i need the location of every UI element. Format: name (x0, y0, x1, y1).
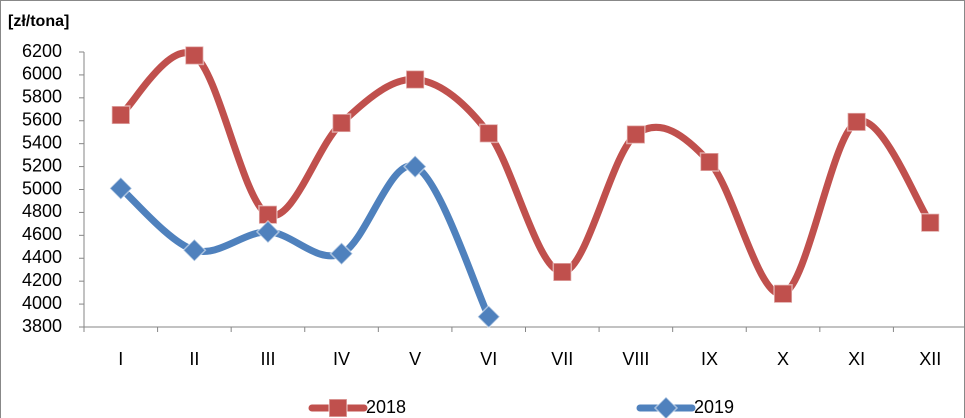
y-tick-label: 4400 (22, 247, 62, 267)
x-tick-label: XII (919, 349, 941, 369)
data-point (552, 262, 573, 282)
data-point (184, 45, 205, 66)
data-point (405, 69, 425, 90)
legend-label: 2019 (694, 397, 734, 417)
data-point (478, 123, 499, 144)
x-tick-label: XI (848, 349, 865, 369)
data-point (773, 284, 793, 304)
x-tick-label: I (118, 349, 123, 369)
y-tick-label: 5800 (22, 87, 62, 107)
x-tick-label: V (409, 349, 421, 369)
x-tick-label: VIII (622, 349, 649, 369)
data-point (331, 113, 352, 133)
y-tick-label: 5600 (22, 110, 62, 130)
x-tick-label: II (189, 349, 199, 369)
data-point (846, 112, 867, 132)
data-point (182, 238, 207, 263)
series-line (117, 49, 934, 298)
y-tick-label: 4600 (22, 224, 62, 244)
x-tick-label: III (260, 349, 275, 369)
y-tick-label: 5400 (22, 132, 62, 152)
legend-marker (328, 398, 348, 418)
y-axis-label: [zł/tona] (8, 13, 69, 30)
data-point (111, 105, 131, 125)
y-tick-label: 5000 (22, 178, 62, 198)
data-point (626, 124, 646, 145)
x-tick-label: VI (480, 349, 497, 369)
data-point (329, 241, 354, 266)
y-tick-label: 4200 (22, 270, 62, 290)
legend-marker (653, 395, 679, 418)
data-point (255, 219, 281, 244)
x-tick-label: X (777, 349, 789, 369)
y-tick-label: 3800 (22, 316, 62, 336)
x-tick-label: IV (333, 349, 350, 369)
data-point (920, 212, 940, 233)
y-tick-label: 5200 (22, 155, 62, 175)
y-tick-label: 4000 (22, 293, 62, 313)
data-point (108, 176, 133, 201)
y-tick-label: 6200 (22, 41, 62, 61)
y-tick-label: 4800 (22, 201, 62, 221)
x-tick-label: IX (701, 349, 718, 369)
y-tick-label: 6000 (22, 64, 62, 84)
data-point (403, 154, 428, 179)
x-tick-label: VII (551, 349, 573, 369)
series-line (117, 162, 493, 321)
data-point (699, 152, 720, 172)
legend-label: 2018 (366, 397, 406, 417)
data-point (476, 304, 501, 329)
